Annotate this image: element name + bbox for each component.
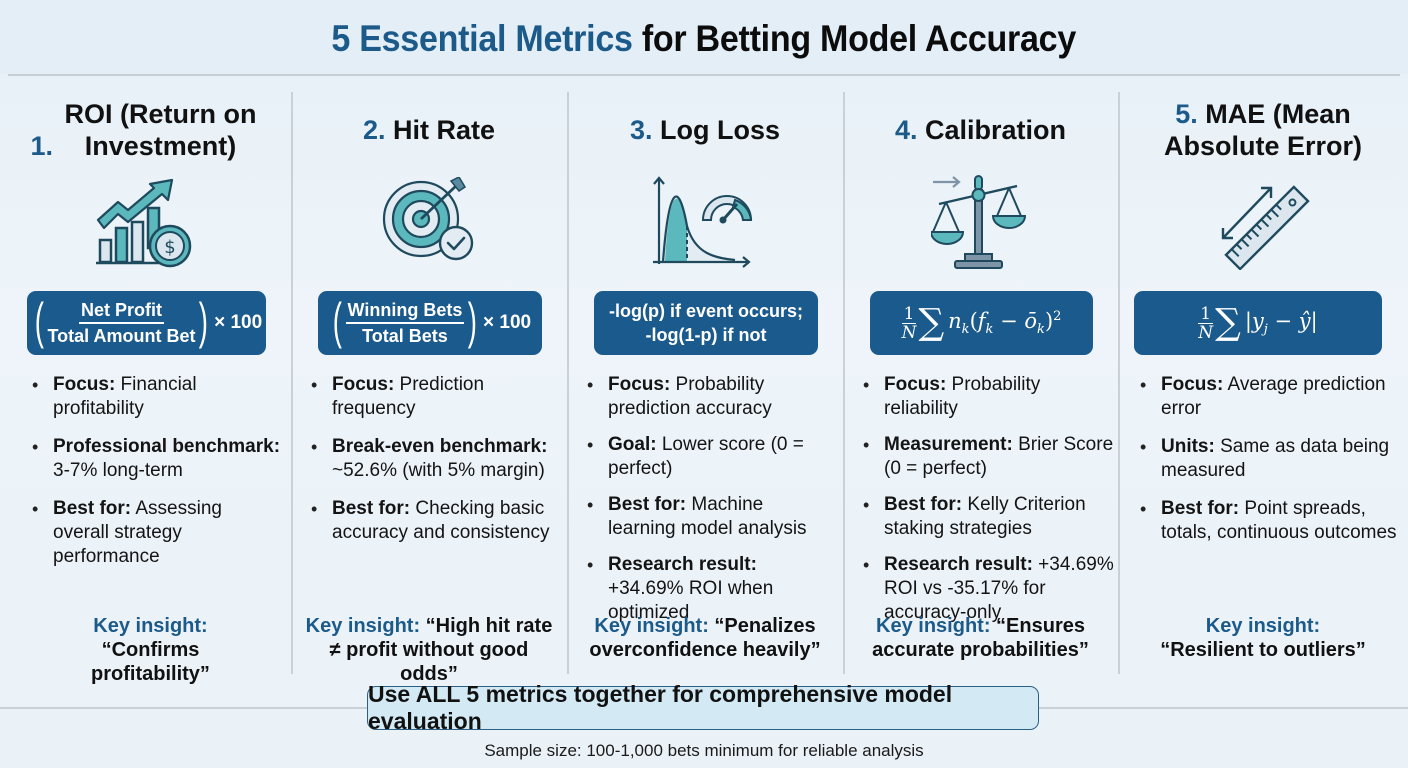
metric-card-hit-rate: 2. Hit Rate ( Winning Bets Total Bets bbox=[291, 90, 567, 685]
key-insight: Key insight: “Confirms profitability” bbox=[91, 615, 210, 685]
key-insight: Key insight: “Resilient to outliers” bbox=[1160, 615, 1366, 661]
page-title: 5 Essential Metrics for Betting Model Ac… bbox=[332, 18, 1077, 60]
header: 5 Essential Metrics for Betting Model Ac… bbox=[0, 0, 1408, 74]
metric-number: 2. bbox=[362, 115, 386, 145]
metric-bullets: Focus: Probability prediction accuracy G… bbox=[585, 373, 833, 637]
bullet-item: Break-even benchmark: ~52.6% (with 5% ma… bbox=[309, 435, 557, 483]
metrics-columns: 1. ROI (Return on Investment) $ ( Net Pr… bbox=[0, 90, 1408, 685]
bullet-item: Professional benchmark: 3-7% long-term bbox=[30, 435, 281, 483]
metric-title: 5. MAE (Mean Absolute Error) bbox=[1118, 98, 1408, 162]
formula-box: -log(p) if event occurs; -log(1-p) if no… bbox=[594, 291, 818, 355]
metric-title: 2. Hit Rate bbox=[291, 114, 567, 146]
formula-multiplier: × 100 bbox=[483, 312, 532, 333]
left-paren: ( bbox=[34, 293, 44, 349]
key-insight: Key insight: “Ensures accurate probabili… bbox=[872, 615, 1089, 661]
bullet-item: Best for: Assessing overall strategy per… bbox=[30, 497, 281, 569]
title-rest: for Betting Model Accuracy bbox=[632, 18, 1077, 59]
metric-card-log-loss: 3. Log Loss -log(p) if event occurs; bbox=[567, 90, 843, 680]
ruler-measure-icon bbox=[1118, 172, 1408, 272]
bullet-item: Best for: Point spreads, totals, continu… bbox=[1138, 497, 1398, 545]
formula-denominator: Total Amount Bet bbox=[47, 326, 196, 346]
metric-bullets: Focus: Prediction frequency Break-even b… bbox=[309, 373, 557, 559]
bullet-item: Research result: +34.69% ROI vs -35.17% … bbox=[861, 553, 1116, 625]
formula-multiplier: × 100 bbox=[214, 312, 263, 333]
bullet-item: Focus: Probability reliability bbox=[861, 373, 1116, 421]
metric-card-roi: 1. ROI (Return on Investment) $ ( Net Pr… bbox=[0, 90, 291, 685]
bullet-item: Best for: Machine learning model analysi… bbox=[585, 493, 833, 541]
balance-scale-icon bbox=[843, 172, 1118, 272]
formula-denominator: Total Bets bbox=[362, 326, 448, 346]
metric-title: 4. Calibration bbox=[843, 114, 1118, 146]
metric-name: MAE (Mean Absolute Error) bbox=[1163, 99, 1363, 161]
formula-numerator: Net Profit bbox=[78, 298, 164, 324]
formula-box: ( Net Profit Total Amount Bet ) × 100 bbox=[27, 291, 266, 355]
metric-bullets: Focus: Probability reliability Measureme… bbox=[861, 373, 1116, 637]
summary-callout: Use ALL 5 metrics together for comprehen… bbox=[367, 681, 1039, 734]
bullet-item: Best for: Checking basic accuracy and co… bbox=[309, 497, 557, 545]
right-paren: ) bbox=[199, 293, 209, 349]
metric-number: 5. bbox=[1175, 99, 1198, 129]
formula-box: ( Winning Bets Total Bets ) × 100 bbox=[318, 291, 542, 355]
metric-title: 3. Log Loss bbox=[567, 114, 843, 146]
header-divider bbox=[8, 74, 1400, 76]
bullet-item: Focus: Financial profitability bbox=[30, 373, 281, 421]
distribution-gauge-icon bbox=[567, 172, 843, 272]
metric-bullets: Focus: Financial profitability Professio… bbox=[30, 373, 281, 583]
metric-number: 4. bbox=[894, 115, 918, 145]
formula-line-2: -log(1-p) if not bbox=[645, 325, 767, 345]
key-insight: Key insight: “High hit rate ≠ profit wit… bbox=[305, 615, 553, 685]
bullet-item: Measurement: Brier Score (0 = perfect) bbox=[861, 433, 1116, 481]
bullet-item: Best for: Kelly Criterion staking strate… bbox=[861, 493, 1116, 541]
metric-card-mae: 5. MAE (Mean Absolute Error) bbox=[1118, 90, 1408, 680]
metric-name: ROI (Return on Investment) bbox=[64, 99, 257, 161]
bullet-item: Goal: Lower score (0 = perfect) bbox=[585, 433, 833, 481]
sample-size-note: Sample size: 100-1,000 bets minimum for … bbox=[484, 741, 924, 760]
bullet-item: Units: Same as data being measured bbox=[1138, 435, 1398, 483]
bullet-item: Focus: Prediction frequency bbox=[309, 373, 557, 421]
bullet-item: Focus: Average prediction error bbox=[1138, 373, 1398, 421]
metric-title: 1. ROI (Return on Investment) bbox=[0, 98, 291, 162]
growth-chart-dollar-icon: $ bbox=[0, 172, 291, 272]
metric-name: Calibration bbox=[925, 115, 1067, 145]
target-check-icon bbox=[291, 172, 567, 272]
metric-name: Hit Rate bbox=[393, 115, 496, 145]
metric-bullets: Focus: Average prediction error Units: S… bbox=[1138, 373, 1398, 559]
metric-name: Log Loss bbox=[660, 115, 781, 145]
title-accent: 5 Essential Metrics bbox=[331, 18, 634, 59]
metric-number: 3. bbox=[629, 115, 653, 145]
formula-numerator: Winning Bets bbox=[345, 298, 465, 324]
formula-line-1: -log(p) if event occurs; bbox=[608, 301, 803, 321]
bullet-item: Research result: +34.69% ROI when optimi… bbox=[585, 553, 833, 625]
metric-number: 1. bbox=[30, 131, 53, 161]
svg-text:$: $ bbox=[164, 237, 175, 258]
bullet-item: Focus: Probability prediction accuracy bbox=[585, 373, 833, 421]
key-insight: Key insight: “Penalizes overconfidence h… bbox=[589, 615, 821, 661]
